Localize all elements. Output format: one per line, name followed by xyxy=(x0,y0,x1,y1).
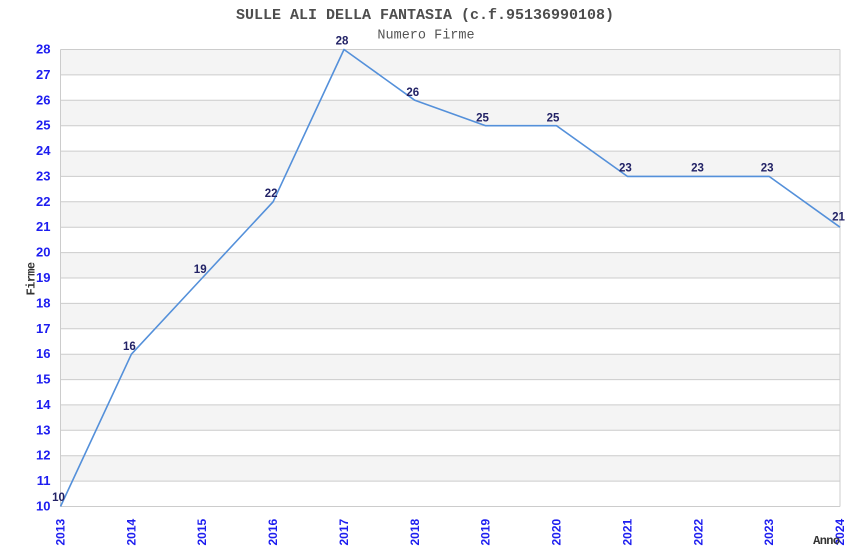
svg-text:Firme: Firme xyxy=(25,262,39,295)
svg-text:23: 23 xyxy=(36,168,50,183)
svg-text:2019: 2019 xyxy=(479,518,493,545)
svg-text:10: 10 xyxy=(52,492,65,504)
svg-text:Anno: Anno xyxy=(813,534,840,548)
svg-text:19: 19 xyxy=(194,264,207,276)
svg-text:2014: 2014 xyxy=(124,518,138,545)
svg-text:Numero Firme: Numero Firme xyxy=(377,29,474,44)
svg-text:17: 17 xyxy=(36,321,50,336)
svg-text:21: 21 xyxy=(832,212,845,224)
svg-text:2013: 2013 xyxy=(54,518,68,545)
svg-text:28: 28 xyxy=(36,42,50,57)
svg-text:2024: 2024 xyxy=(833,518,847,545)
svg-text:26: 26 xyxy=(406,87,419,99)
svg-text:2017: 2017 xyxy=(337,518,351,545)
svg-text:15: 15 xyxy=(36,372,50,387)
svg-text:2015: 2015 xyxy=(195,518,209,545)
svg-text:23: 23 xyxy=(761,163,774,175)
svg-text:2023: 2023 xyxy=(762,518,776,545)
svg-text:14: 14 xyxy=(36,397,51,412)
svg-text:28: 28 xyxy=(336,36,349,48)
svg-text:25: 25 xyxy=(476,113,489,125)
svg-text:12: 12 xyxy=(36,448,50,463)
svg-text:25: 25 xyxy=(36,118,50,133)
svg-text:24: 24 xyxy=(36,143,51,158)
svg-text:2018: 2018 xyxy=(408,518,422,545)
svg-text:13: 13 xyxy=(36,422,50,437)
svg-text:25: 25 xyxy=(547,113,560,125)
svg-text:2022: 2022 xyxy=(691,518,705,545)
svg-text:22: 22 xyxy=(36,194,50,209)
svg-text:26: 26 xyxy=(36,92,50,107)
svg-text:20: 20 xyxy=(36,245,50,260)
svg-text:16: 16 xyxy=(123,341,136,353)
svg-text:18: 18 xyxy=(36,295,50,310)
svg-text:27: 27 xyxy=(36,67,50,82)
svg-text:22: 22 xyxy=(265,188,278,200)
svg-text:SULLE ALI DELLA FANTASIA (c.f.: SULLE ALI DELLA FANTASIA (c.f.9513699010… xyxy=(236,7,614,24)
svg-text:16: 16 xyxy=(36,346,50,361)
svg-text:21: 21 xyxy=(36,219,50,234)
svg-text:2021: 2021 xyxy=(620,518,634,545)
svg-text:23: 23 xyxy=(691,163,704,175)
svg-text:2020: 2020 xyxy=(550,518,564,545)
svg-text:10: 10 xyxy=(36,499,50,514)
svg-text:23: 23 xyxy=(619,163,632,175)
svg-text:2016: 2016 xyxy=(266,518,280,545)
svg-text:11: 11 xyxy=(37,473,51,488)
svg-text:19: 19 xyxy=(36,270,50,285)
